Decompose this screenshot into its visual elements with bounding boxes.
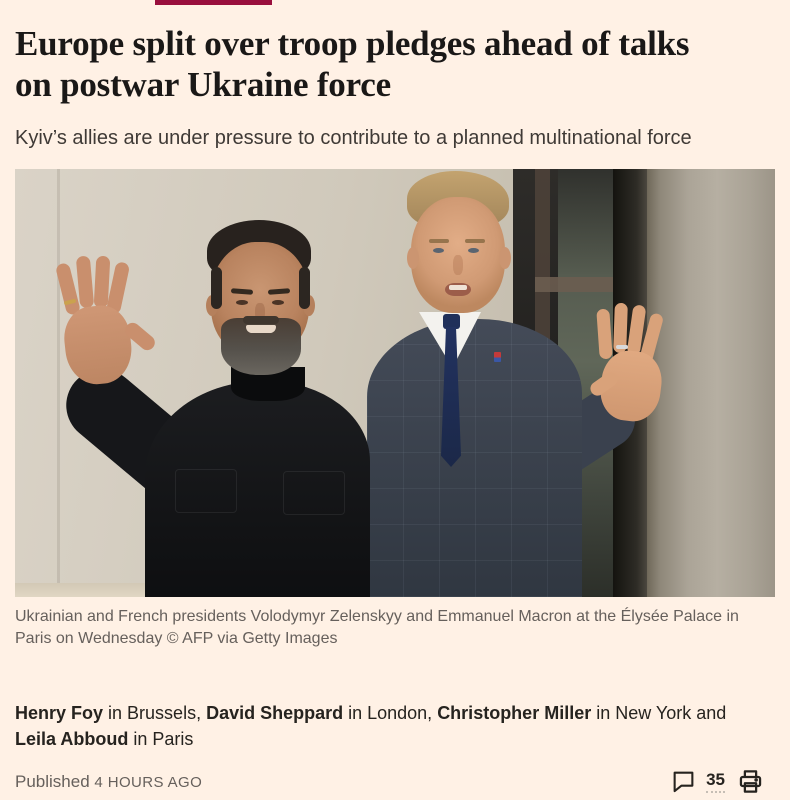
topic-tag-link[interactable] bbox=[155, 0, 272, 5]
zelenskyy-eye bbox=[236, 300, 248, 305]
macron-suit-pattern bbox=[367, 319, 582, 597]
macron-eye bbox=[468, 248, 479, 253]
macron-tie-knot bbox=[443, 314, 460, 329]
macron-suit bbox=[367, 319, 582, 597]
printer-icon[interactable] bbox=[736, 768, 765, 795]
image-caption: Ukrainian and French presidents Volodymy… bbox=[15, 606, 760, 650]
zelenskyy-moustache bbox=[243, 316, 279, 324]
page-title: Europe split over troop pledges ahead of… bbox=[0, 0, 790, 105]
byline-text: in Brussels, bbox=[103, 703, 207, 723]
comments-count[interactable]: 35 bbox=[706, 770, 725, 793]
byline-text: in London, bbox=[343, 703, 438, 723]
zelenskyy-jacket bbox=[145, 381, 370, 597]
author-link[interactable]: Leila Abboud bbox=[15, 729, 129, 749]
jacket-pocket bbox=[283, 471, 345, 515]
standfirst: Kyiv’s allies are under pressure to cont… bbox=[15, 127, 692, 149]
macron-ear bbox=[407, 247, 419, 269]
jacket-pocket bbox=[175, 469, 237, 513]
author-link[interactable]: Henry Foy bbox=[15, 703, 104, 723]
headline-line-1: Europe split over troop pledges ahead of… bbox=[15, 24, 690, 63]
macron-eye bbox=[433, 248, 444, 253]
macron-ear bbox=[499, 247, 511, 269]
author-link[interactable]: Christopher Miller bbox=[437, 703, 592, 723]
macron-tie bbox=[441, 327, 461, 467]
door-crossbar bbox=[535, 277, 613, 292]
stone-column bbox=[647, 169, 775, 597]
caption-text: Ukrainian and French presidents Volodymy… bbox=[15, 608, 739, 647]
macron-lapel-pin bbox=[494, 352, 501, 362]
published-time: 4 HOURS AGO bbox=[94, 773, 203, 791]
zelenskyy-sideburn bbox=[299, 267, 310, 309]
published-timestamp: Published 4 HOURS AGO bbox=[15, 772, 202, 792]
published-label: Published bbox=[15, 771, 90, 791]
zelenskyy-nose bbox=[255, 303, 265, 321]
byline: Henry Foy in Brussels, David Sheppard in… bbox=[15, 700, 760, 752]
macron-eyebrow bbox=[429, 239, 449, 243]
headline-line-2: on postwar Ukraine force bbox=[15, 65, 391, 104]
article-photo bbox=[15, 169, 775, 597]
speech-bubble-icon bbox=[673, 771, 694, 793]
caption-credit: © AFP via Getty Images bbox=[166, 630, 338, 647]
zelenskyy-eye bbox=[272, 300, 284, 305]
macron-eyebrow bbox=[465, 239, 485, 243]
wall-seam bbox=[57, 169, 60, 597]
article-meta-row: Published 4 HOURS AGO 35 bbox=[15, 768, 765, 795]
article-figure: Ukrainian and French presidents Volodymy… bbox=[15, 169, 775, 650]
macron-ring bbox=[616, 345, 628, 349]
macron-teeth bbox=[449, 285, 467, 290]
article-actions: 35 bbox=[670, 768, 765, 795]
zelenskyy-sideburn bbox=[211, 267, 222, 309]
byline-text: in Paris bbox=[128, 729, 194, 749]
zelenskyy-smile bbox=[246, 325, 276, 333]
macron-nose bbox=[453, 255, 463, 275]
comments-button[interactable]: 35 bbox=[670, 769, 725, 794]
author-link[interactable]: David Sheppard bbox=[206, 703, 344, 723]
byline-text: in New York and bbox=[591, 703, 727, 723]
